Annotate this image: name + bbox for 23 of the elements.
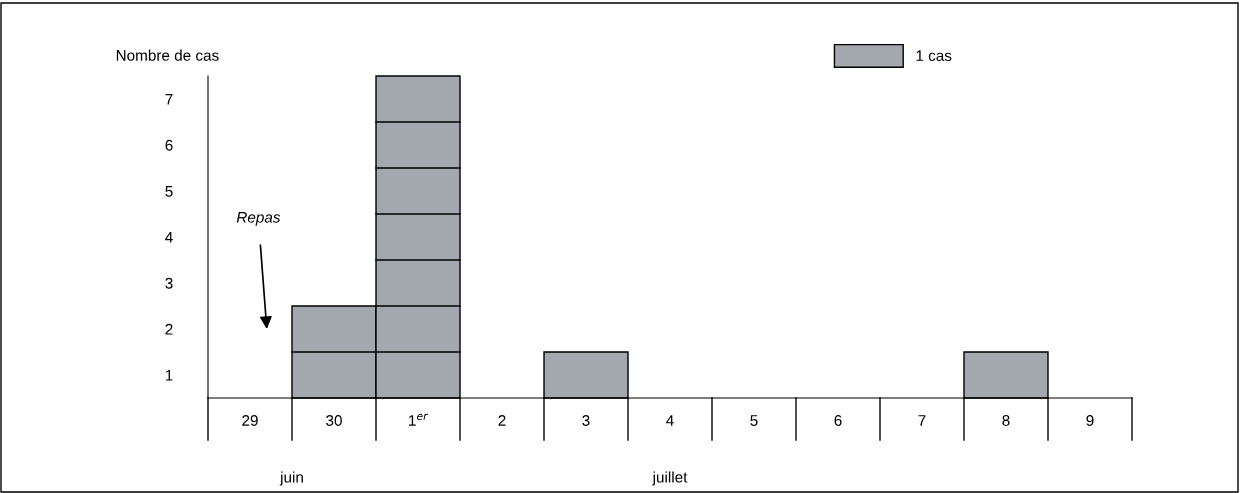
x-tick-label: 5 (750, 415, 758, 426)
text: juillet (652, 471, 688, 486)
y-tick-label: 5 (165, 186, 173, 197)
text: juin (279, 471, 303, 486)
x-tick-label: 8 (1002, 415, 1010, 426)
x-tick-label: 4 (666, 415, 674, 426)
y-tick-label: 6 (165, 139, 173, 151)
y-tick-label: 4 (165, 232, 173, 243)
y-tick-label: 3 (165, 277, 173, 289)
x-tick-label: 1$^{er}$ (409, 413, 429, 426)
y-tick-label: 1 (165, 370, 173, 381)
y-tick-label: 7 (165, 94, 173, 105)
y-axis-title: Nombre de cas (116, 49, 219, 61)
y-tick-label: 2 (165, 323, 173, 335)
x-tick-label: 9 (1086, 415, 1094, 426)
legend-label: 1 cas (916, 50, 952, 62)
x-tick-label: 7 (918, 415, 926, 426)
x-tick-label: 2 (498, 415, 506, 426)
x-tick-label: 29 (242, 415, 258, 426)
x-tick-label: 3 (582, 415, 590, 426)
x-tick-label: 6 (834, 415, 842, 426)
x-tick-label: 30 (326, 415, 342, 426)
annotation: Repas (236, 212, 281, 226)
